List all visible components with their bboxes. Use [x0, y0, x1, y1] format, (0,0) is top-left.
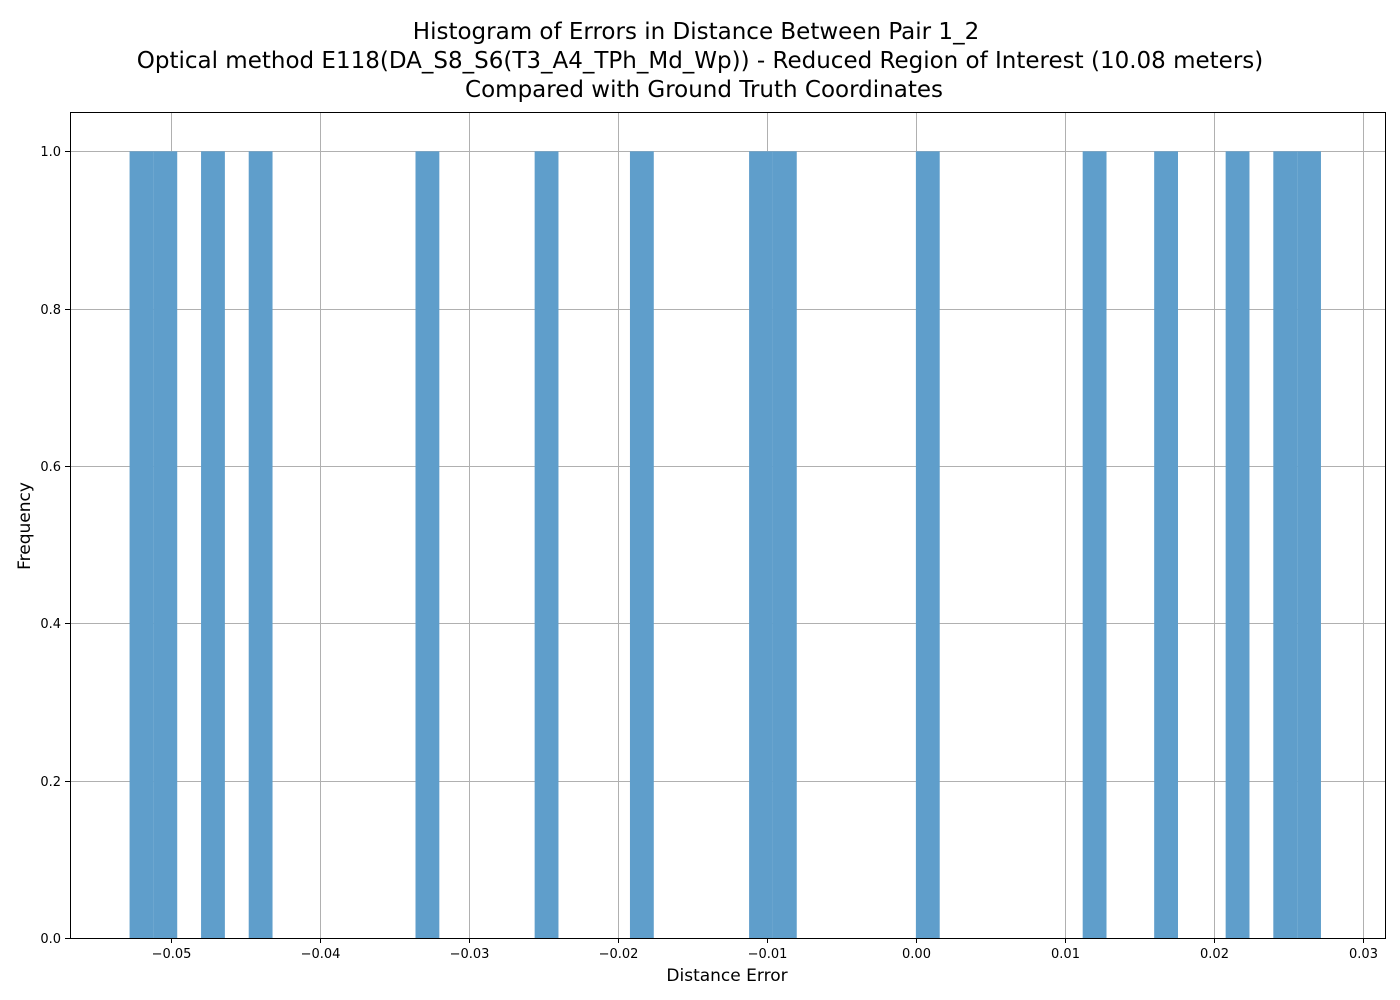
y-tick-label: 0.6 [40, 460, 61, 475]
x-tick-label: 0.00 [902, 947, 931, 962]
histogram-bar [129, 151, 154, 939]
histogram-bar [1154, 151, 1178, 939]
x-tick-label: 0.02 [1200, 947, 1229, 962]
histogram-bar [153, 151, 178, 939]
x-tick-label: −0.05 [152, 947, 192, 962]
chart-title-line-1: Histogram of Errors in Distance Between … [413, 19, 979, 45]
histogram-bar [1297, 151, 1321, 939]
x-tick-label: −0.01 [748, 947, 788, 962]
x-axis-label: Distance Error [666, 966, 787, 986]
x-tick-label: −0.04 [301, 947, 341, 962]
histogram-bar [1273, 151, 1298, 939]
chart-title-line-3: Compared with Ground Truth Coordinates [465, 77, 943, 103]
plot-frame [70, 112, 1386, 939]
histogram-bar [415, 151, 440, 939]
y-axis-label: Frequency [15, 482, 35, 570]
histogram-bar [1082, 151, 1107, 939]
x-tick-label: 0.01 [1051, 947, 1080, 962]
x-axis-ticks: −0.05 −0.04 −0.03 −0.02 −0.01 0.00 0.01 0.02 0.0… [152, 938, 1378, 962]
histogram-bar [915, 151, 940, 939]
x-tick-label: −0.03 [450, 947, 490, 962]
y-axis-ticks: 0.0 0.2 0.4 0.6 0.8 1.0 [40, 145, 70, 947]
y-tick-label: 1.0 [40, 145, 61, 160]
y-tick-label: 0.4 [40, 617, 61, 632]
histogram-bar [201, 151, 225, 939]
histogram-bar [1225, 151, 1250, 939]
y-tick-label: 0.0 [40, 932, 61, 947]
histogram-bars [129, 151, 1321, 939]
histogram-bar [534, 151, 559, 939]
histogram-bar [772, 151, 797, 939]
y-tick-label: 0.8 [40, 303, 61, 318]
x-tick-label: 0.03 [1349, 947, 1378, 962]
x-tick-label: −0.02 [599, 947, 639, 962]
y-tick-label: 0.2 [40, 775, 61, 790]
chart-title-line-2: Optical method E118(DA_S8_S6(T3_A4_TPh_M… [137, 48, 1263, 74]
chart-title: Histogram of Errors in Distance Between … [137, 19, 1263, 103]
histogram-bar [749, 151, 773, 939]
histogram-bar [248, 151, 273, 939]
histogram-bar [629, 151, 654, 939]
